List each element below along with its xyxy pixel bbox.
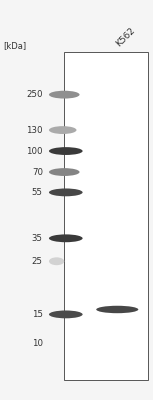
Ellipse shape <box>49 147 83 155</box>
Text: [kDa]: [kDa] <box>3 41 26 50</box>
Text: K562: K562 <box>114 25 137 48</box>
Text: 100: 100 <box>26 146 43 156</box>
Ellipse shape <box>96 306 138 313</box>
Text: 130: 130 <box>26 126 43 134</box>
Text: 15: 15 <box>32 310 43 319</box>
Text: 70: 70 <box>32 168 43 176</box>
Ellipse shape <box>49 188 83 196</box>
Text: 10: 10 <box>32 340 43 348</box>
Text: 55: 55 <box>32 188 43 197</box>
Bar <box>64 52 148 380</box>
Text: 35: 35 <box>32 234 43 243</box>
Text: 250: 250 <box>26 90 43 99</box>
Ellipse shape <box>49 126 76 134</box>
Ellipse shape <box>49 168 80 176</box>
Ellipse shape <box>49 91 80 98</box>
Ellipse shape <box>49 310 83 318</box>
Text: 25: 25 <box>32 257 43 266</box>
Ellipse shape <box>49 257 64 265</box>
Ellipse shape <box>49 234 83 242</box>
